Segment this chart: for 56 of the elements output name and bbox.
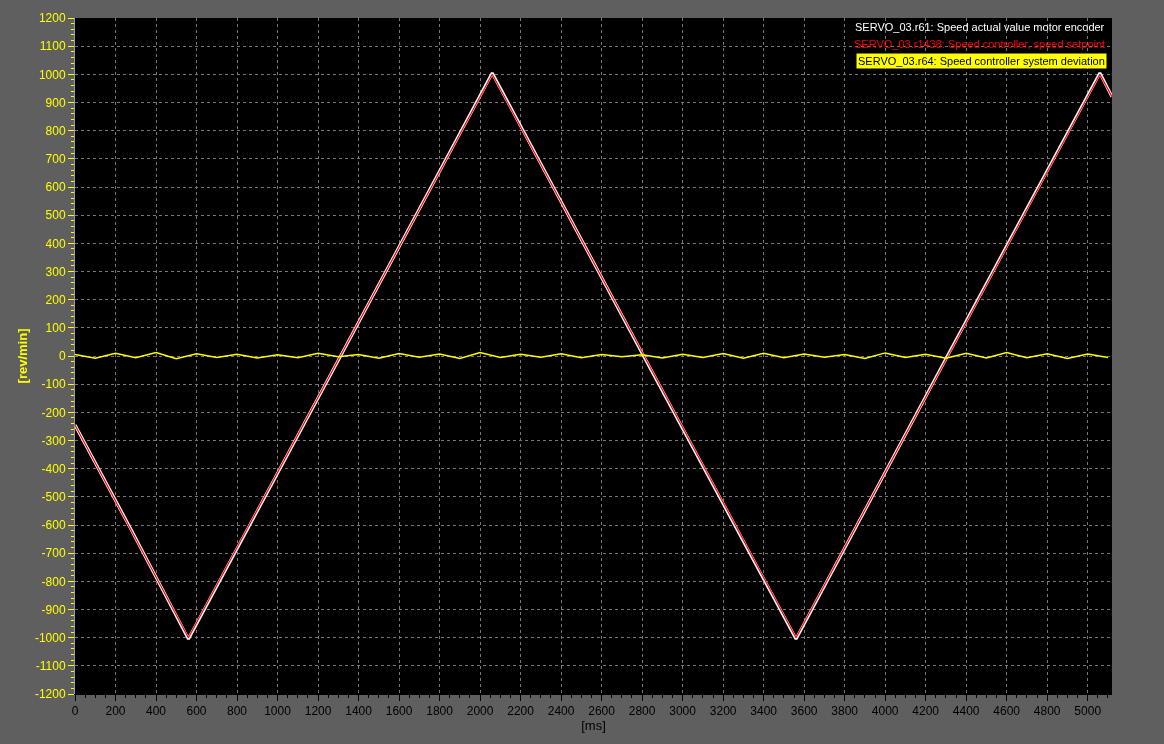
y-tick-label: 200 [45, 292, 66, 307]
x-tick-label: 0 [71, 704, 79, 719]
x-tick-label: 1400 [345, 704, 373, 719]
x-axis-title: [ms] [581, 718, 606, 734]
y-tick-label: -1000 [34, 630, 66, 645]
y-tick-label: 100 [45, 321, 66, 336]
y-tick-label: 300 [45, 264, 66, 279]
x-tick-label: 3400 [750, 704, 778, 719]
y-tick-label: 1000 [38, 67, 66, 82]
y-tick-label: 0 [58, 349, 66, 364]
y-tick-label: -1100 [35, 659, 66, 674]
x-tick-label: 4200 [912, 704, 940, 719]
x-tick-label: 2400 [547, 704, 575, 719]
x-tick-label: 3800 [831, 704, 859, 719]
y-tick-label: 500 [45, 208, 66, 223]
y-tick-label: -900 [41, 602, 66, 617]
y-tick-label: -300 [41, 433, 66, 448]
x-tick-label: 1600 [385, 704, 413, 719]
x-tick-label: 1800 [426, 704, 454, 719]
x-tick-label: 4000 [871, 704, 899, 719]
x-tick-label: 400 [146, 704, 167, 719]
x-tick-label: 5000 [1074, 704, 1102, 719]
x-tick-label: 2000 [466, 704, 494, 719]
y-tick-label: -100 [41, 377, 66, 392]
y-tick-label: 600 [45, 180, 66, 195]
x-tick-label: 2800 [628, 704, 656, 719]
x-tick-label: 4400 [952, 704, 980, 719]
x-tick-label: 3200 [709, 704, 737, 719]
y-tick-label: 800 [45, 123, 66, 138]
y-tick-label: 1200 [38, 11, 66, 26]
x-tick-label: 4600 [993, 704, 1021, 719]
x-tick-label: 3000 [669, 704, 697, 719]
y-tick-label: 700 [45, 152, 66, 167]
y-tick-label: -700 [41, 546, 66, 561]
x-tick-label: 1000 [264, 704, 292, 719]
y-axis-title: [rev/min] [14, 328, 30, 384]
x-tick-label: 3600 [790, 704, 818, 719]
x-tick-label: 4800 [1033, 704, 1061, 719]
x-tick-label: 600 [186, 704, 207, 719]
text: SERVO_03.r61: Speed actual value motor encoder [855, 21, 1105, 33]
x-tick-label: 2600 [588, 704, 616, 719]
text: SERVO_03.r1438: Speed controller, speed setpoint [854, 38, 1106, 50]
x-tick-label: 2200 [507, 704, 535, 719]
x-tick-label: 1200 [304, 704, 332, 719]
y-tick-label: 1100 [39, 39, 66, 54]
y-tick-label: 400 [45, 236, 66, 251]
y-tick-label: -800 [41, 574, 66, 589]
y-tick-label: -500 [41, 490, 66, 505]
y-tick-label: -600 [41, 518, 66, 533]
x-tick-label: 800 [227, 704, 248, 719]
y-tick-label: -400 [41, 461, 66, 476]
y-tick-label: -200 [41, 405, 66, 420]
y-tick-label: -1200 [34, 687, 66, 702]
x-tick-label: 200 [105, 704, 126, 719]
text: SERVO_03.r64: Speed controller system deviation [858, 55, 1105, 67]
y-tick-label: 900 [45, 95, 66, 110]
